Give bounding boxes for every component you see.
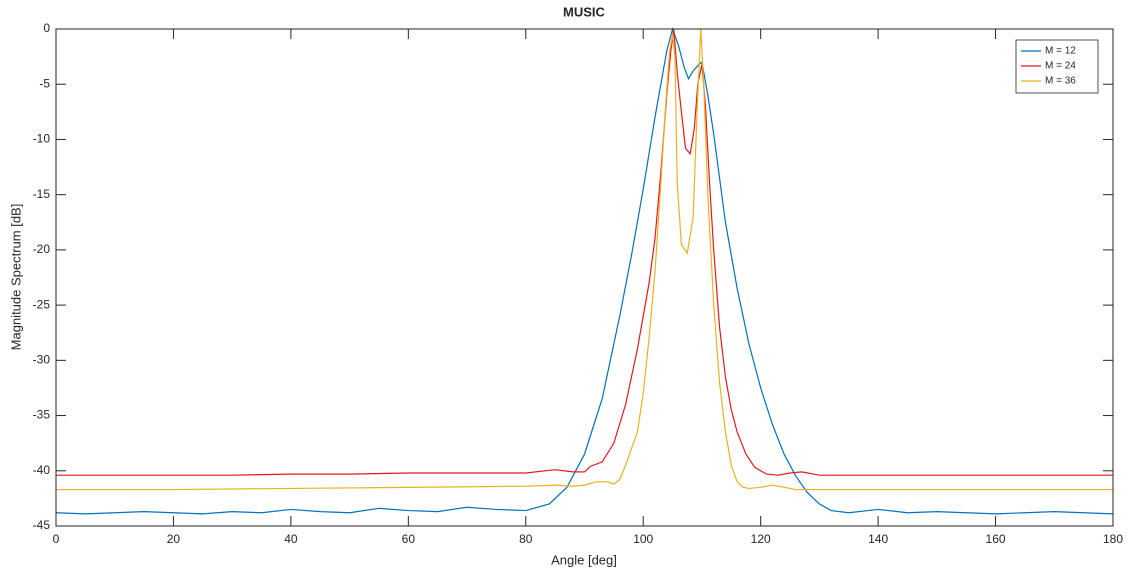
x-tick-label: 0 [53, 532, 60, 546]
y-tick-label: -5 [39, 76, 50, 90]
chart-title: MUSIC [563, 4, 606, 19]
series-line [56, 28, 1113, 476]
legend-label: M = 24 [1045, 61, 1076, 72]
y-tick-label: -25 [33, 297, 51, 311]
x-tick-label: 160 [986, 532, 1006, 546]
y-tick-label: 0 [43, 21, 50, 35]
y-tick-label: -30 [33, 353, 51, 367]
x-tick-label: 140 [868, 532, 888, 546]
x-tick-label: 80 [519, 532, 533, 546]
y-tick-label: -40 [33, 463, 51, 477]
series-line [55, 26, 1114, 515]
plot-area [56, 29, 1113, 526]
y-tick-label: -15 [33, 187, 51, 201]
x-tick-label: 40 [284, 532, 298, 546]
x-axis-label: Angle [deg] [551, 552, 617, 567]
x-tick-label: 120 [751, 532, 771, 546]
series-line [56, 28, 1113, 491]
legend-label: M = 12 [1045, 46, 1076, 57]
y-tick-label: -20 [33, 242, 51, 256]
x-tick-label: 100 [633, 532, 653, 546]
legend-label: M = 36 [1045, 76, 1076, 87]
x-tick-label: 60 [402, 532, 416, 546]
y-tick-label: -45 [33, 518, 51, 532]
legend: M = 12 M = 24 M = 36 [1015, 39, 1099, 94]
x-tick-label: 180 [1103, 532, 1123, 546]
y-tick-label: -35 [33, 408, 51, 422]
x-tick-label: 20 [167, 532, 181, 546]
y-axis-label: Magnitude Spectrum [dB] [8, 204, 23, 351]
y-tick-label: -10 [33, 132, 51, 146]
axes-box [55, 28, 1114, 527]
